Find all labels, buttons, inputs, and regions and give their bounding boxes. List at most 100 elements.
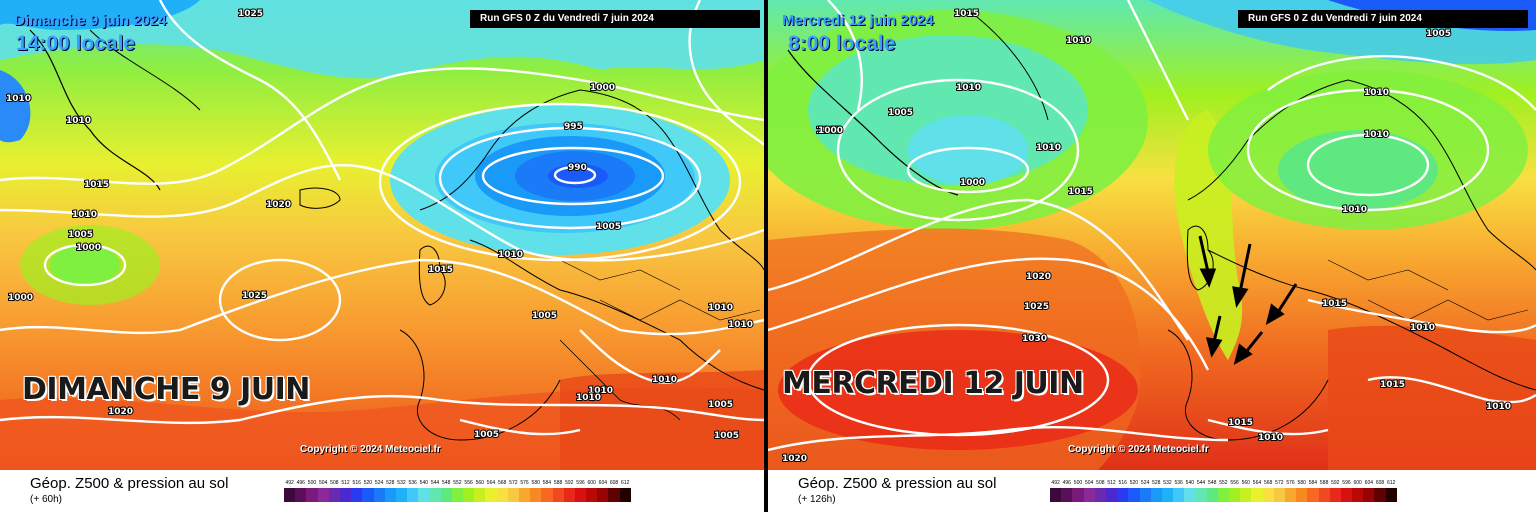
- scale-cell: 608: [1374, 478, 1386, 502]
- scale-swatch: [619, 488, 631, 502]
- isobar-label: 1005: [708, 400, 733, 410]
- scale-swatch: [608, 488, 620, 502]
- scale-label: 552: [453, 480, 462, 486]
- date-title: Mercredi 12 juin 2024: [782, 12, 934, 29]
- scale-swatch: [1083, 488, 1095, 502]
- scale-cell: 520: [362, 478, 374, 502]
- scale-label: 560: [475, 480, 484, 486]
- scale-swatch: [1262, 488, 1274, 502]
- isobar-label: 1000: [8, 293, 33, 303]
- scale-cell: 576: [518, 478, 531, 502]
- scale-cell: 556: [463, 478, 475, 502]
- scale-swatch: [284, 488, 296, 502]
- scale-cell: 532: [1161, 478, 1174, 502]
- scale-cell: 548: [1206, 478, 1218, 502]
- scale-cell: 528: [1150, 478, 1162, 502]
- scale-label: 524: [1140, 480, 1150, 486]
- isobar-label: 1000: [818, 126, 843, 136]
- isobar-label: 1005: [68, 230, 93, 240]
- isobar-label: 1005: [474, 430, 499, 440]
- legend-footer: Géop. Z500 & pression au sol (+ 60h) 492…: [0, 470, 764, 512]
- scale-cell: 580: [1296, 478, 1308, 502]
- scale-cell: 560: [474, 478, 486, 502]
- isobar-label: 1010: [1342, 205, 1367, 215]
- isobar-label: 1000: [960, 178, 985, 188]
- scale-swatch: [474, 488, 486, 502]
- isobar-label: 1010: [708, 303, 733, 313]
- scale-label: 592: [1331, 480, 1340, 486]
- scale-swatch: [1318, 488, 1330, 502]
- scale-cell: 592: [1329, 478, 1341, 502]
- scale-cell: 604: [1363, 478, 1375, 502]
- isobar-label: 1005: [596, 222, 621, 232]
- scale-label: 600: [587, 480, 596, 486]
- scale-swatch: [1217, 488, 1229, 502]
- scale-label: 504: [318, 480, 328, 486]
- scale-swatch: [1251, 488, 1263, 502]
- scale-swatch: [496, 488, 508, 502]
- scale-cell: 556: [1229, 478, 1241, 502]
- map-panel-right: 1015 1010 1005 1010 1005 1000 1000 1010 1015 1020…: [768, 0, 1536, 512]
- scale-cell: 528: [384, 478, 396, 502]
- scale-cell: 604: [597, 478, 609, 502]
- scale-label: 528: [386, 480, 395, 486]
- scale-label: 596: [576, 480, 585, 486]
- scale-swatch: [574, 488, 587, 502]
- scale-label: 520: [363, 480, 373, 486]
- scale-swatch: [485, 488, 497, 502]
- scale-swatch: [1340, 488, 1353, 502]
- copyright: Copyright © 2024 Meteociel.fr: [300, 444, 441, 455]
- scale-cell: 540: [418, 478, 430, 502]
- scale-swatch: [1284, 488, 1297, 502]
- scale-label: 508: [330, 480, 339, 486]
- isobar-label: 1010: [498, 250, 523, 260]
- isobar-label: 1020: [108, 407, 133, 417]
- scale-swatch: [541, 488, 553, 502]
- scale-label: 584: [542, 480, 552, 486]
- scale-label: 548: [1208, 480, 1217, 486]
- scale-label: 592: [565, 480, 574, 486]
- scale-cell: 552: [451, 478, 463, 502]
- legend-forecast-hour: (+ 126h): [798, 494, 836, 505]
- scale-swatch: [552, 488, 564, 502]
- isobar-label: 1005: [714, 431, 739, 441]
- isobar-label: 1010: [6, 94, 31, 104]
- scale-cell: 504: [317, 478, 329, 502]
- weather-map-sunday: 1025101010101015101010051000100010201025…: [0, 0, 764, 470]
- isobar-label: 1015: [1228, 418, 1253, 428]
- scale-cell: 548: [440, 478, 452, 502]
- scale-swatch: [362, 488, 374, 502]
- scale-cell: 536: [1173, 478, 1185, 502]
- scale-cell: 520: [1128, 478, 1140, 502]
- scale-swatch: [1061, 488, 1073, 502]
- legend-footer: Géop. Z500 & pression au sol (+ 126h) 49…: [768, 470, 1536, 512]
- isobar-label: 1010: [1486, 402, 1511, 412]
- run-title: Run GFS 0 Z du Vendredi 7 juin 2024: [470, 10, 760, 28]
- color-scale: 492 496 500 504 508 512 516 520 524 528 532 536 540 5…: [284, 478, 631, 502]
- scale-cell: 580: [530, 478, 542, 502]
- scale-swatch: [1094, 488, 1106, 502]
- day-label: DIMANCHE 9 JUIN: [22, 372, 310, 407]
- scale-cell: 612: [1385, 478, 1397, 502]
- scale-swatch: [1072, 488, 1084, 502]
- scale-swatch: [1273, 488, 1285, 502]
- isobar-label: 1000: [76, 243, 101, 253]
- scale-swatch: [1139, 488, 1151, 502]
- scale-label: 584: [1308, 480, 1318, 486]
- isobar-label: 1010: [728, 320, 753, 330]
- scale-swatch: [1206, 488, 1218, 502]
- isobar-label: 1015: [1380, 380, 1405, 390]
- isobar-label: 1020: [782, 454, 807, 464]
- scale-swatch: [1161, 488, 1174, 502]
- scale-label: 600: [1353, 480, 1362, 486]
- isobar-label: 1025: [242, 291, 267, 301]
- scale-label: 508: [1096, 480, 1105, 486]
- isobar-label: 1010: [72, 210, 97, 220]
- scale-label: 612: [621, 480, 630, 486]
- scale-swatch: [395, 488, 408, 502]
- scale-cell: 544: [429, 478, 441, 502]
- isobar-label: 1030: [1022, 334, 1047, 344]
- scale-swatch: [451, 488, 463, 502]
- scale-label: 576: [520, 480, 529, 486]
- scale-label: 576: [1286, 480, 1295, 486]
